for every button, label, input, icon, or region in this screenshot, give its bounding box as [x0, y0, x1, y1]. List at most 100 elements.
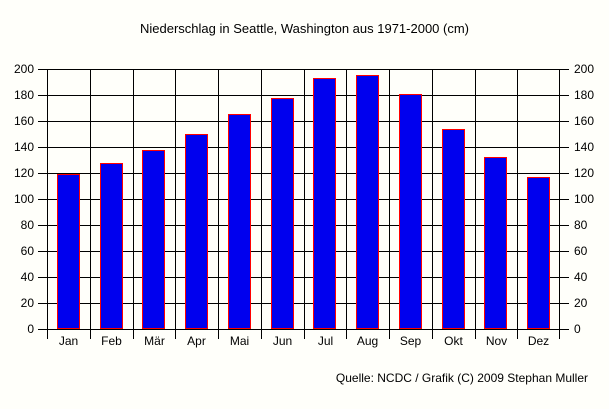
h-gridline: [47, 95, 560, 96]
x-boundary-tick: [559, 329, 560, 339]
y-axis-label-left: 180: [13, 88, 34, 102]
y-tick-left: [38, 225, 47, 226]
h-gridline: [47, 121, 560, 122]
v-gridline: [517, 69, 518, 329]
month-label-okt: Okt: [444, 334, 463, 348]
x-boundary-tick: [389, 329, 390, 339]
y-axis-label-right: 120: [574, 166, 595, 180]
x-boundary-tick: [346, 329, 347, 339]
y-axis-label-left: 140: [13, 140, 34, 154]
y-tick-left: [38, 173, 47, 174]
y-axis-label-left: 20: [20, 296, 34, 310]
bar-jul: [313, 78, 336, 329]
v-gridline: [47, 69, 48, 329]
h-gridline: [47, 147, 560, 148]
y-tick-right: [560, 251, 569, 252]
bar-jan: [57, 174, 80, 329]
y-axis-label-right: 40: [574, 270, 588, 284]
v-gridline: [432, 69, 433, 329]
v-gridline: [389, 69, 390, 329]
month-label-jun: Jun: [272, 334, 293, 348]
y-tick-right: [560, 69, 569, 70]
y-tick-left: [38, 251, 47, 252]
bar-aug: [356, 75, 379, 329]
v-gridline: [175, 69, 176, 329]
y-axis-label-left: 120: [13, 166, 34, 180]
y-axis-label-right: 100: [574, 192, 595, 206]
h-gridline: [47, 69, 560, 70]
y-tick-left: [38, 69, 47, 70]
y-tick-right: [560, 277, 569, 278]
y-axis-label-right: 60: [574, 244, 588, 258]
bar-sep: [399, 94, 422, 329]
v-gridline: [218, 69, 219, 329]
y-tick-left: [38, 303, 47, 304]
month-label-feb: Feb: [101, 334, 122, 348]
y-tick-right: [560, 303, 569, 304]
y-axis-label-right: 20: [574, 296, 588, 310]
y-tick-right: [560, 225, 569, 226]
x-boundary-tick: [47, 329, 48, 339]
v-gridline: [261, 69, 262, 329]
x-boundary-tick: [304, 329, 305, 339]
bar-jun: [271, 98, 294, 329]
y-axis-label-left: 40: [20, 270, 34, 284]
x-boundary-tick: [133, 329, 134, 339]
h-gridline: [47, 251, 560, 252]
x-boundary-tick: [175, 329, 176, 339]
x-boundary-tick: [218, 329, 219, 339]
month-label-jan: Jan: [58, 334, 79, 348]
y-tick-left: [38, 147, 47, 148]
y-tick-left: [38, 277, 47, 278]
bar-mai: [228, 114, 251, 329]
x-boundary-tick: [517, 329, 518, 339]
v-gridline: [90, 69, 91, 329]
y-tick-right: [560, 147, 569, 148]
h-gridline: [47, 277, 560, 278]
y-tick-left: [38, 95, 47, 96]
y-tick-right: [560, 199, 569, 200]
y-axis-label-right: 140: [574, 140, 595, 154]
month-label-jul: Jul: [317, 334, 334, 348]
bar-apr: [185, 134, 208, 329]
source-caption: Quelle: NCDC / Grafik (C) 2009 Stephan M…: [335, 371, 588, 385]
v-gridline: [304, 69, 305, 329]
x-boundary-tick: [432, 329, 433, 339]
y-axis-label-left: 0: [27, 322, 34, 336]
y-tick-right: [560, 95, 569, 96]
h-gridline: [47, 173, 560, 174]
bar-dez: [527, 177, 550, 329]
y-axis-label-right: 180: [574, 88, 595, 102]
h-gridline: [47, 329, 560, 330]
y-axis-label-left: 200: [13, 62, 34, 76]
y-axis-label-right: 0: [574, 322, 581, 336]
y-tick-left: [38, 329, 47, 330]
bar-feb: [100, 163, 123, 329]
y-tick-right: [560, 173, 569, 174]
bar-mär: [142, 150, 165, 329]
chart-title: Niederschlag in Seattle, Washington aus …: [139, 21, 470, 36]
x-boundary-tick: [261, 329, 262, 339]
y-tick-right: [560, 121, 569, 122]
x-boundary-tick: [475, 329, 476, 339]
v-gridline: [346, 69, 347, 329]
month-label-mai: Mai: [229, 334, 250, 348]
y-axis-label-right: 80: [574, 218, 588, 232]
month-label-sep: Sep: [399, 334, 422, 348]
month-label-dez: Dez: [527, 334, 550, 348]
y-tick-left: [38, 199, 47, 200]
month-label-apr: Apr: [187, 334, 206, 348]
y-tick-left: [38, 121, 47, 122]
y-axis-label-left: 100: [13, 192, 34, 206]
y-axis-label-left: 60: [20, 244, 34, 258]
x-boundary-tick: [90, 329, 91, 339]
v-gridline: [133, 69, 134, 329]
v-gridline: [559, 69, 560, 329]
y-tick-right: [560, 329, 569, 330]
h-gridline: [47, 199, 560, 200]
y-axis-label-right: 200: [574, 62, 595, 76]
h-gridline: [47, 225, 560, 226]
month-label-nov: Nov: [485, 334, 508, 348]
y-axis-label-left: 160: [13, 114, 34, 128]
